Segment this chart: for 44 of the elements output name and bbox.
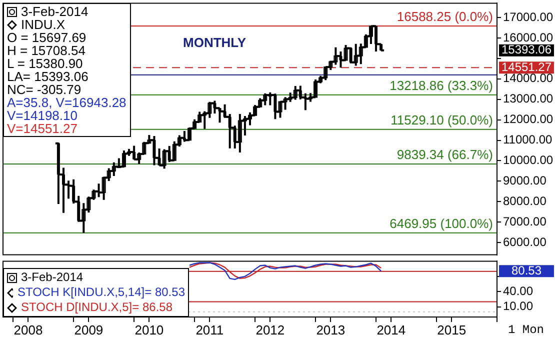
y-tick-label: 14000.00 (503, 71, 554, 86)
y-tick-label: 7000.00 (503, 214, 547, 228)
series-label: STOCH K[INDU.X,5,14]= 80.53 (17, 285, 185, 300)
x-tick-label: 2011 (196, 322, 224, 338)
y-tick-label: 8000.00 (503, 194, 547, 208)
y-tick-label: 17000.00 (503, 10, 554, 24)
y-tick-label: 10.00 (503, 299, 534, 314)
text: 15393.06 (501, 42, 552, 57)
y-tick-label: 40.00 (503, 284, 534, 298)
x-tick-label: 2012 (256, 322, 285, 338)
y-tick-label: 9000.00 (503, 173, 547, 188)
annotation: 3-Feb-2014 (21, 270, 84, 285)
ref-line-label: 11529.10 (50.0%) (390, 112, 493, 128)
text: 1 Mon (506, 323, 545, 337)
annotation: H = 15708.54 (7, 43, 86, 58)
text: STOCH D[INDU.X,5]= 86.58 (21, 300, 172, 315)
annotation: NC= -305.79 (7, 82, 82, 97)
annotation: INDU.X (21, 17, 66, 32)
text: 14551.27 (501, 60, 552, 74)
annotation: 3-Feb-2014 (21, 4, 88, 19)
x-tick-label: 2008 (14, 322, 43, 338)
y-tick-label: 11000.00 (503, 132, 552, 147)
annotation: A=35.8, V=16943.28 (7, 95, 126, 110)
annotation: LA= 15393.06 (7, 69, 88, 84)
ref-line-label: 9839.34 (66.7%) (396, 147, 493, 162)
y-tick-label: 10000.00 (503, 153, 554, 168)
annotation: L = 15380.90 (7, 56, 83, 71)
annotation: O = 15697.69 (7, 30, 86, 45)
y-tick-label: 13000.00 (503, 92, 554, 106)
annotation: V=14198.10 (7, 108, 78, 123)
ref-line-label: 16588.25 (0.0%) (396, 9, 493, 24)
y-tick-label: 12000.00 (503, 112, 554, 126)
text: MONTHLY (183, 35, 246, 50)
x-tick-label: 2014 (376, 322, 406, 338)
x-tick-label: 2010 (134, 322, 164, 338)
annotation: V=14551.27 (7, 121, 78, 136)
text: 80.53 (511, 263, 542, 278)
y-tick-label: 16000.00 (503, 30, 554, 44)
x-tick-label: 2013 (316, 322, 346, 338)
y-tick-label: 6000.00 (503, 234, 547, 249)
ref-line-label: 6469.95 (100.0%) (390, 216, 493, 231)
ref-line-label: 13218.86 (33.3%) (390, 78, 493, 93)
x-tick-label: 2009 (74, 322, 104, 338)
x-tick-label: 2015 (437, 322, 466, 338)
